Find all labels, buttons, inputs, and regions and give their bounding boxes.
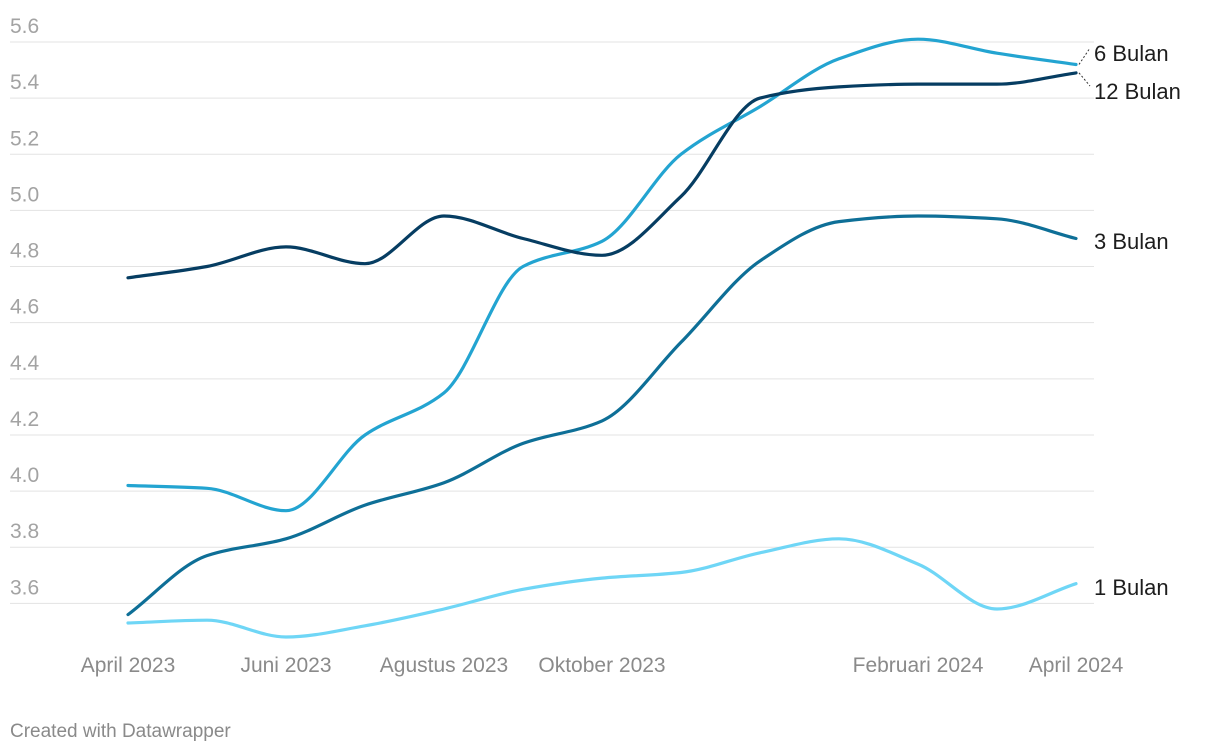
x-tick-label: Februari 2024: [853, 654, 984, 677]
series-label: 1 Bulan: [1094, 575, 1169, 600]
credit-text: Created with Datawrapper: [10, 721, 231, 742]
y-tick-label: 4.2: [10, 408, 39, 431]
x-tick-label: April 2024: [1029, 654, 1124, 677]
y-tick-label: 3.8: [10, 520, 39, 543]
y-tick-label: 4.4: [10, 352, 40, 375]
gridlines: [10, 41, 1094, 604]
x-axis-tick-labels: April 2023 Juni 2023 Agustus 2023 Oktober 2…: [81, 654, 1124, 677]
x-tick-label: Agustus 2023: [380, 654, 508, 677]
label-connector: [1078, 72, 1091, 87]
series-line-6-bulan: [126, 37, 1078, 513]
series-label: 12 Bulan: [1094, 79, 1181, 104]
y-axis-tick-labels: 3.6 3.8 4.0 4.2 4.4 4.6 4.8 5.0 5.2 5.4 5.6: [10, 15, 40, 599]
series-lines: [126, 37, 1078, 639]
y-tick-label: 5.6: [10, 15, 39, 38]
y-tick-label: 4.8: [10, 240, 39, 263]
series-line-3-bulan: [126, 214, 1078, 617]
y-tick-label: 4.6: [10, 296, 39, 319]
series-line-1-bulan: [126, 537, 1078, 639]
y-tick-label: 3.6: [10, 576, 39, 599]
x-tick-label: Juni 2023: [240, 654, 331, 677]
series-labels: 1 Bulan 3 Bulan 6 Bulan 12 Bulan: [1078, 41, 1181, 600]
label-connector: [1078, 47, 1091, 65]
y-tick-label: 5.2: [10, 127, 39, 150]
series-label: 6 Bulan: [1094, 41, 1169, 66]
x-tick-label: April 2023: [81, 654, 176, 677]
x-tick-label: Oktober 2023: [538, 654, 665, 677]
y-tick-label: 5.0: [10, 183, 39, 206]
y-tick-label: 4.0: [10, 464, 39, 487]
series-line-12-bulan: [126, 71, 1078, 280]
y-tick-label: 5.4: [10, 71, 40, 94]
series-label: 3 Bulan: [1094, 229, 1169, 254]
